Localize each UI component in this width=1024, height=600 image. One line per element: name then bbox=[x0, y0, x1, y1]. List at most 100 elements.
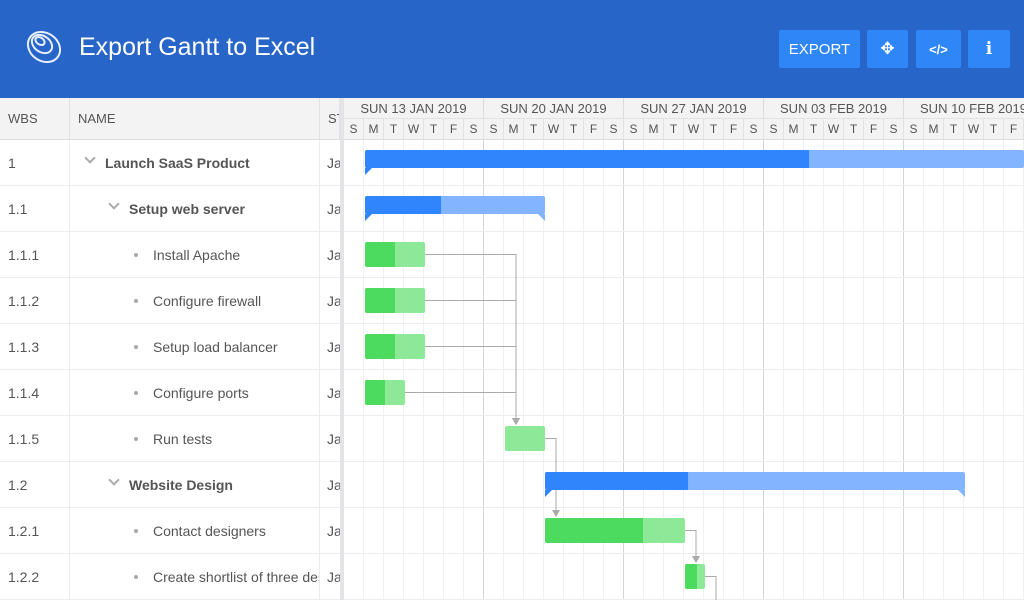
row-line bbox=[344, 323, 1024, 324]
grid-line bbox=[543, 140, 544, 600]
column-header-start[interactable]: ST bbox=[320, 98, 340, 140]
name-cell: Contact designers bbox=[70, 508, 320, 554]
name-cell: Install Apache bbox=[70, 232, 320, 278]
name-cell: Setup load balancer bbox=[70, 324, 320, 370]
summary-end-marker bbox=[538, 214, 545, 221]
wbs-cell: 1.2.1 bbox=[0, 508, 70, 554]
dependency-line[interactable] bbox=[705, 576, 717, 600]
table-row[interactable]: 1.1 Setup web server Ja bbox=[0, 186, 340, 232]
table-row[interactable]: 1 Launch SaaS Product Ja bbox=[0, 140, 340, 186]
code-icon[interactable]: </> bbox=[916, 30, 961, 68]
summary-bar[interactable] bbox=[365, 196, 545, 221]
start-cell: Ja bbox=[327, 477, 340, 493]
grid-line bbox=[743, 140, 744, 600]
row-line bbox=[344, 231, 1024, 232]
wbs-cell: 1.2.2 bbox=[0, 554, 70, 600]
arrow-icon bbox=[692, 556, 700, 563]
day-header: S bbox=[744, 119, 764, 140]
grid-line bbox=[683, 140, 684, 600]
task-bar[interactable] bbox=[365, 380, 405, 405]
bullet-icon bbox=[134, 391, 138, 395]
day-header: S bbox=[624, 119, 644, 140]
export-button[interactable]: EXPORT bbox=[779, 30, 860, 68]
grid-line bbox=[363, 140, 364, 600]
start-cell: Ja bbox=[327, 431, 340, 447]
grid-line bbox=[443, 140, 444, 600]
progress-fill bbox=[365, 334, 395, 359]
task-name: Launch SaaS Product bbox=[105, 155, 250, 171]
grid-line bbox=[943, 140, 944, 600]
grid-line bbox=[403, 140, 404, 600]
dependency-line[interactable] bbox=[685, 530, 697, 563]
table-row[interactable]: 1.2 Website Design Ja bbox=[0, 462, 340, 508]
task-bar[interactable] bbox=[545, 518, 685, 543]
day-header: M bbox=[924, 119, 944, 140]
summary-bar[interactable] bbox=[545, 472, 965, 497]
task-bar[interactable] bbox=[365, 334, 425, 359]
day-header: S bbox=[904, 119, 924, 140]
table-row[interactable]: 1.1.2 Configure firewall Ja bbox=[0, 278, 340, 324]
wbs-cell: 1 bbox=[0, 140, 70, 186]
wbs-cell: 1.1.3 bbox=[0, 324, 70, 370]
dependency-line[interactable] bbox=[425, 254, 517, 425]
row-line bbox=[344, 415, 1024, 416]
grid-line bbox=[503, 140, 504, 600]
table-row[interactable]: 1.1.1 Install Apache Ja bbox=[0, 232, 340, 278]
dependency-line[interactable] bbox=[425, 346, 517, 425]
arrow-icon bbox=[512, 418, 520, 425]
task-bar[interactable] bbox=[365, 242, 425, 267]
week-header: SUN 13 JAN 2019 bbox=[344, 98, 484, 119]
info-icon[interactable]: i bbox=[968, 30, 1010, 68]
dependency-line[interactable] bbox=[425, 300, 517, 425]
pane-splitter[interactable] bbox=[340, 98, 344, 600]
grid-line bbox=[723, 140, 724, 600]
dependency-lines bbox=[405, 254, 717, 600]
progress-fill bbox=[545, 472, 688, 490]
column-header-name[interactable]: NAME bbox=[70, 98, 320, 140]
day-header: F bbox=[864, 119, 884, 140]
day-header: W bbox=[824, 119, 844, 140]
day-header: S bbox=[604, 119, 624, 140]
chevron-down-icon[interactable] bbox=[108, 474, 120, 486]
dependency-line[interactable] bbox=[405, 392, 517, 425]
move-icon[interactable]: ✥ bbox=[867, 30, 908, 68]
wbs-cell: 1.2 bbox=[0, 462, 70, 508]
chevron-down-icon[interactable] bbox=[84, 152, 96, 164]
grid-line bbox=[703, 140, 704, 600]
table-row[interactable]: 1.1.5 Run tests Ja bbox=[0, 416, 340, 462]
grid-line bbox=[563, 140, 564, 600]
grid-line bbox=[583, 140, 584, 600]
name-cell: Run tests bbox=[70, 416, 320, 462]
logo-icon bbox=[26, 30, 62, 64]
gantt-chart: SUN 13 JAN 2019 S M T W T F S SUN 20 JAN 2019 S M T… bbox=[344, 98, 1024, 600]
day-header: W bbox=[544, 119, 564, 140]
day-header: M bbox=[784, 119, 804, 140]
week-header: SUN 27 JAN 2019 bbox=[624, 98, 764, 119]
task-name: Contact designers bbox=[153, 523, 266, 539]
table-row[interactable]: 1.2.2 Create shortlist of three designers… bbox=[0, 554, 340, 600]
table-row[interactable]: 1.1.3 Setup load balancer Ja bbox=[0, 324, 340, 370]
progress-fill bbox=[685, 564, 697, 589]
wbs-cell: 1.1.5 bbox=[0, 416, 70, 462]
day-header: T bbox=[844, 119, 864, 140]
day-header: T bbox=[384, 119, 404, 140]
progress-fill bbox=[365, 242, 395, 267]
chevron-down-icon[interactable] bbox=[108, 198, 120, 210]
task-bar[interactable] bbox=[505, 426, 545, 451]
day-header: T bbox=[664, 119, 684, 140]
summary-bar[interactable] bbox=[365, 150, 1024, 175]
day-header: S bbox=[484, 119, 504, 140]
column-header-wbs[interactable]: WBS bbox=[0, 98, 70, 140]
start-cell: Ja bbox=[327, 247, 340, 263]
day-header: W bbox=[964, 119, 984, 140]
dependency-line[interactable] bbox=[545, 438, 557, 517]
task-bar[interactable] bbox=[365, 288, 425, 313]
day-header: F bbox=[584, 119, 604, 140]
start-cell: Ja bbox=[327, 155, 340, 171]
table-row[interactable]: 1.2.1 Contact designers Ja bbox=[0, 508, 340, 554]
task-bar[interactable] bbox=[685, 564, 705, 589]
table-row[interactable]: 1.1.4 Configure ports Ja bbox=[0, 370, 340, 416]
grid-line bbox=[603, 140, 604, 600]
progress-fill bbox=[365, 196, 441, 214]
day-header: T bbox=[944, 119, 964, 140]
